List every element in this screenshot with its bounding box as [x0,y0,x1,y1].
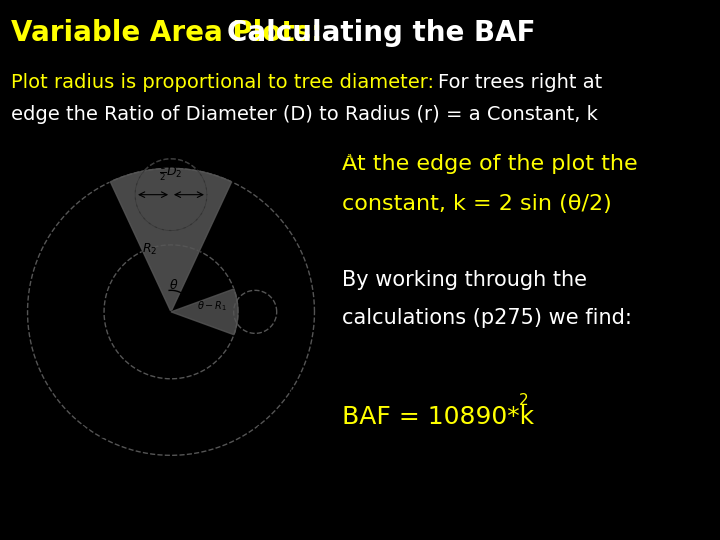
Text: θ: θ [170,279,177,292]
Text: constant, k = 2 sin (θ/2): constant, k = 2 sin (θ/2) [342,194,612,214]
Text: Plot circumference
for tree of $D_2$ diameter: Plot circumference for tree of $D_2$ dia… [204,139,355,170]
Text: 2: 2 [518,393,528,408]
Text: $\theta - R_1$: $\theta - R_1$ [197,299,228,313]
Text: Plot circumference
for tree of $D_1$ diameter: Plot circumference for tree of $D_1$ dia… [257,333,355,449]
Text: edge the Ratio of Diameter (D) to Radius (r) = a Constant, k: edge the Ratio of Diameter (D) to Radius… [11,105,598,124]
Text: Calculating the BAF: Calculating the BAF [227,19,535,47]
Polygon shape [110,168,232,312]
Text: For trees right at: For trees right at [438,73,602,92]
Text: $R_2$: $R_2$ [142,242,157,257]
Text: By working through the: By working through the [342,270,587,290]
Text: $\frac{1}{2}D_1$: $\frac{1}{2}D_1$ [284,301,305,322]
Text: $k = \dfrac{D_1}{12R_1} = \dfrac{D_2}{12R_2} = 2\,\sin\dfrac{\theta}{2}$: $k = \dfrac{D_1}{12R_1} = \dfrac{D_2}{12… [13,424,144,450]
Text: calculations (p275) we find:: calculations (p275) we find: [342,308,632,328]
Text: Plot radius is proportional to tree diameter:: Plot radius is proportional to tree diam… [11,73,440,92]
Text: BAF = 10890*k: BAF = 10890*k [342,405,534,429]
Polygon shape [171,289,238,335]
Text: $\frac{1}{2}D_2$: $\frac{1}{2}D_2$ [159,161,183,183]
Text: At the edge of the plot the: At the edge of the plot the [342,154,638,174]
Text: Variable Area Plots:: Variable Area Plots: [11,19,332,47]
